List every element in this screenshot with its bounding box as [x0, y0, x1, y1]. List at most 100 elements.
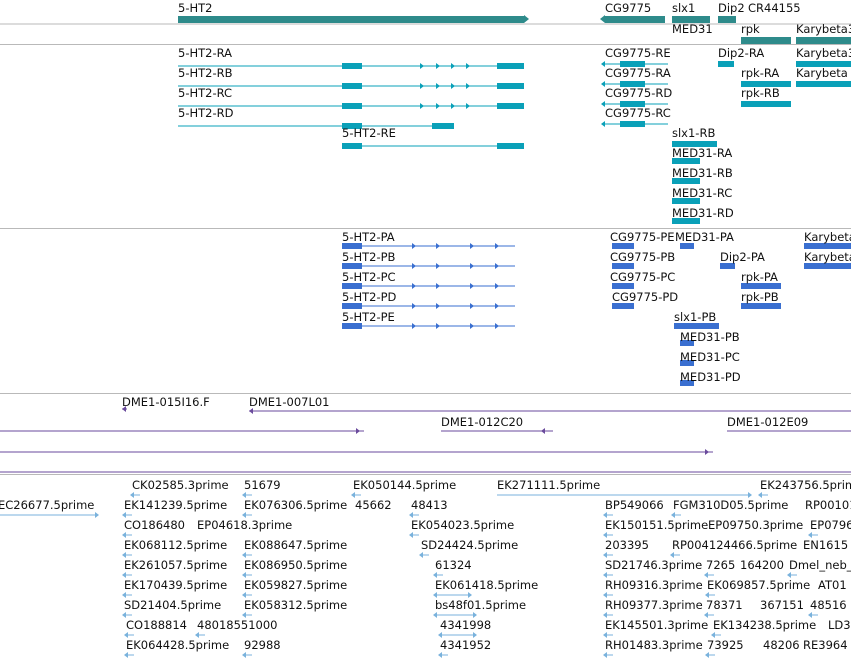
est-label[interactable]: EP04618.3prime [197, 518, 293, 532]
est-label[interactable]: AT01 [818, 578, 847, 592]
est-glyph[interactable] [419, 552, 423, 558]
transcript-label[interactable]: MED31-RA [672, 146, 733, 160]
est-glyph[interactable] [242, 592, 246, 598]
est-label[interactable]: EK145501.3prime [605, 618, 709, 632]
est-glyph[interactable] [122, 592, 126, 598]
est-label[interactable]: RH09316.3prime [605, 578, 703, 592]
protein-glyph[interactable] [470, 243, 474, 249]
transcript-label[interactable]: slx1-RB [672, 126, 716, 140]
est-glyph[interactable] [603, 632, 607, 638]
est-glyph[interactable] [433, 572, 437, 578]
est-label[interactable]: EP09750.3prime [708, 518, 804, 532]
clone-label[interactable]: DME1-015I16.F [122, 395, 210, 409]
gene-glyph[interactable] [524, 15, 529, 23]
est-glyph[interactable] [603, 532, 607, 538]
est-label[interactable]: CO188814 [126, 618, 187, 632]
transcript-glyph[interactable] [620, 101, 645, 107]
protein-glyph[interactable] [741, 303, 781, 309]
protein-glyph[interactable] [495, 303, 499, 309]
transcript-glyph[interactable] [620, 121, 645, 127]
protein-glyph[interactable] [436, 323, 440, 329]
protein-glyph[interactable] [495, 263, 499, 269]
est-label[interactable]: RE3964 [803, 638, 848, 652]
clone-glyph[interactable] [705, 449, 709, 455]
est-label[interactable]: EK271111.5prime [497, 478, 601, 492]
transcript-label[interactable]: MED31-RD [672, 206, 734, 220]
protein-label[interactable]: 5-HT2-PE [342, 310, 395, 324]
transcript-glyph[interactable] [672, 158, 700, 164]
protein-glyph[interactable] [804, 243, 851, 249]
transcript-glyph[interactable] [741, 81, 791, 87]
est-label[interactable]: LD3 [828, 618, 851, 632]
protein-label[interactable]: 5-HT2-PC [342, 270, 396, 284]
est-label[interactable]: RP004124466.5prime [672, 538, 798, 552]
gene-label[interactable]: MED31 [672, 22, 713, 36]
est-label[interactable]: EC26677.5prime [0, 498, 95, 512]
protein-glyph[interactable] [436, 303, 440, 309]
transcript-glyph[interactable] [620, 81, 645, 87]
protein-label[interactable]: 5-HT2-PA [342, 230, 395, 244]
gene-label[interactable]: CR44155 [748, 1, 801, 15]
est-glyph[interactable] [748, 492, 752, 498]
protein-glyph[interactable] [612, 303, 634, 309]
est-label[interactable]: 45662 [355, 498, 392, 512]
est-glyph[interactable] [705, 592, 709, 598]
protein-glyph[interactable] [804, 263, 851, 269]
est-glyph[interactable] [603, 652, 607, 658]
transcript-label[interactable]: 5-HT2-RD [178, 106, 234, 120]
protein-label[interactable]: rpk-PA [741, 270, 778, 284]
transcript-label[interactable]: rpk-RB [741, 86, 780, 100]
est-label[interactable]: CK02585.3prime [132, 478, 229, 492]
transcript-glyph[interactable] [420, 103, 424, 109]
est-glyph[interactable] [603, 552, 607, 558]
est-label[interactable]: EK141239.5prime [124, 498, 228, 512]
protein-glyph[interactable] [436, 283, 440, 289]
est-label[interactable]: 48516 [810, 598, 847, 612]
clone-glyph[interactable] [249, 408, 253, 414]
est-label[interactable]: 48206 [763, 638, 800, 652]
gene-label[interactable]: slx1 [672, 1, 696, 15]
protein-label[interactable]: MED31-PB [680, 330, 740, 344]
transcript-glyph[interactable] [342, 63, 362, 69]
est-label[interactable]: 61324 [435, 558, 472, 572]
protein-glyph[interactable] [470, 303, 474, 309]
est-label[interactable]: BP549066 [605, 498, 664, 512]
est-label[interactable]: 367151 [760, 598, 804, 612]
protein-label[interactable]: 5-HT2-PB [342, 250, 396, 264]
est-label[interactable]: EK261057.5prime [124, 558, 228, 572]
protein-glyph[interactable] [470, 263, 474, 269]
est-glyph[interactable] [242, 612, 246, 618]
est-glyph[interactable] [808, 532, 812, 538]
protein-glyph[interactable] [612, 243, 634, 249]
protein-label[interactable]: MED31-PD [680, 370, 741, 384]
protein-glyph[interactable] [342, 263, 362, 269]
est-label[interactable]: EK058312.5prime [244, 598, 348, 612]
est-glyph[interactable] [433, 612, 437, 618]
protein-label[interactable]: rpk-PB [741, 290, 779, 304]
transcript-glyph[interactable] [342, 123, 362, 129]
protein-label[interactable]: Dip2-PA [720, 250, 765, 264]
protein-glyph[interactable] [680, 243, 694, 249]
protein-label[interactable]: slx1-PB [674, 310, 717, 324]
transcript-glyph[interactable] [342, 103, 362, 109]
transcript-glyph[interactable] [436, 83, 440, 89]
protein-glyph[interactable] [612, 283, 634, 289]
transcript-glyph[interactable] [466, 83, 470, 89]
transcript-label[interactable]: 5-HT2-RB [178, 66, 233, 80]
protein-glyph[interactable] [412, 323, 416, 329]
est-label[interactable]: FGM310D05.5prime [673, 498, 789, 512]
est-label[interactable]: EK068112.5prime [124, 538, 228, 552]
clone-glyph[interactable] [122, 406, 126, 412]
est-glyph[interactable] [603, 572, 607, 578]
transcript-glyph[interactable] [497, 103, 524, 109]
transcript-label[interactable]: MED31-RB [672, 166, 733, 180]
transcript-label[interactable]: Karybeta3 [796, 46, 851, 60]
clone-label[interactable]: DME1-012E09 [727, 415, 809, 429]
transcript-glyph[interactable] [466, 63, 470, 69]
protein-glyph[interactable] [674, 323, 719, 329]
est-glyph[interactable] [130, 492, 134, 498]
est-label[interactable]: RP00101 [805, 498, 851, 512]
gene-label[interactable]: Dip2 [718, 1, 745, 15]
est-label[interactable]: EK086950.5prime [244, 558, 348, 572]
est-label[interactable]: EK150151.5prime [605, 518, 709, 532]
